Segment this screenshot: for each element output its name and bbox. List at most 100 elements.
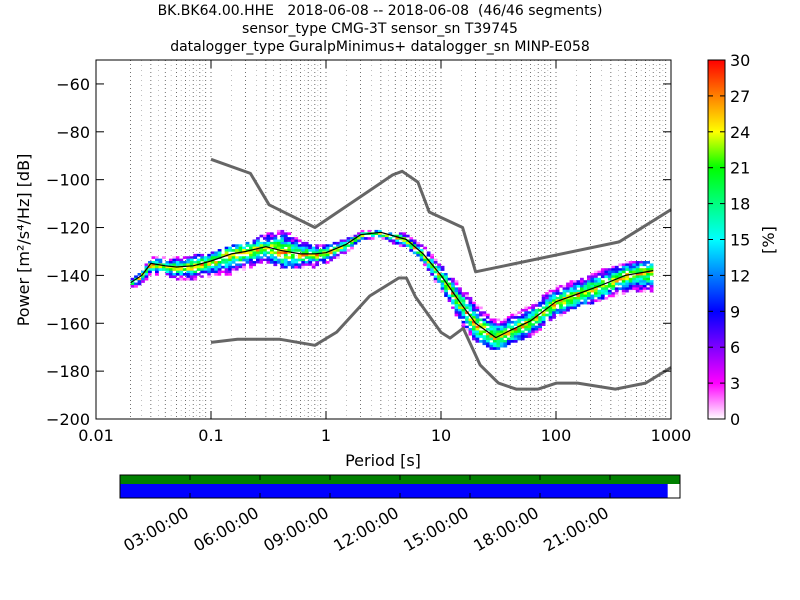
psd-cell <box>221 270 225 274</box>
psd-cell <box>294 249 299 252</box>
psd-cell <box>552 306 556 310</box>
psd-cell <box>600 292 605 295</box>
psd-cell <box>611 294 616 298</box>
psd-cell <box>186 273 191 276</box>
psd-cell <box>276 229 281 233</box>
psd-cell <box>625 280 630 283</box>
psd-cell <box>186 275 191 279</box>
psd-cell <box>370 234 375 238</box>
chart-title-line-2: sensor_type CMG-3T sensor_sn T39745 <box>242 21 518 37</box>
psd-cell <box>214 251 219 255</box>
psd-cell <box>207 258 212 262</box>
psd-cell <box>632 265 637 269</box>
psd-cell <box>444 284 448 288</box>
psd-cell <box>573 280 577 283</box>
psd-cell <box>586 277 591 281</box>
psd-cell <box>472 308 476 312</box>
psd-cell <box>531 330 536 334</box>
psd-cell <box>573 296 577 300</box>
psd-cell <box>165 265 170 269</box>
psd-cell <box>538 325 543 329</box>
psd-cell <box>604 289 609 293</box>
psd-cell <box>276 251 281 255</box>
psd-cell <box>276 241 281 245</box>
psd-cell <box>597 299 602 303</box>
psd-cell <box>440 282 445 286</box>
psd-cell <box>510 337 515 341</box>
psd-cell <box>148 273 152 276</box>
nlnm-line <box>210 276 672 391</box>
psd-cell <box>231 258 236 262</box>
psd-cell <box>604 287 609 291</box>
psd-cell <box>451 306 455 310</box>
psd-cell <box>409 239 414 243</box>
psd-cell <box>614 270 619 274</box>
psd-cell <box>304 241 309 245</box>
psd-cell <box>266 258 271 262</box>
psd-cell <box>468 318 473 322</box>
psd-cell <box>604 268 609 271</box>
psd-cell <box>141 270 145 274</box>
psd-cell <box>322 256 327 259</box>
psd-cell <box>249 256 253 259</box>
psd-cell <box>513 320 518 324</box>
psd-cell <box>517 316 522 319</box>
psd-cell <box>510 335 515 338</box>
psd-cell <box>263 251 267 255</box>
psd-cell <box>468 323 473 326</box>
psd-cell <box>280 258 285 262</box>
psd-cell <box>524 332 529 336</box>
psd-cell <box>625 261 630 264</box>
psd-cell <box>402 244 407 247</box>
x-tick-label: 0.1 <box>198 426 223 445</box>
psd-cell <box>353 241 358 245</box>
psd-cell <box>388 239 393 243</box>
psd-cell <box>214 270 219 274</box>
psd-cell <box>618 275 623 279</box>
psd-cell <box>639 263 644 267</box>
psd-cell <box>489 316 494 319</box>
psd-cell <box>290 234 295 238</box>
psd-cell <box>280 234 285 238</box>
psd-cell <box>297 239 302 243</box>
psd-cell <box>339 253 344 257</box>
psd-cell <box>430 273 435 276</box>
psd-cell <box>548 318 553 322</box>
psd-cell <box>548 289 553 293</box>
psd-cell <box>555 308 560 312</box>
psd-cell <box>524 306 529 310</box>
psd-cell <box>649 263 654 267</box>
psd-cell <box>607 284 612 288</box>
psd-cell <box>266 244 271 247</box>
psd-cell <box>534 328 539 331</box>
psd-cell <box>203 270 208 274</box>
psd-cell <box>478 323 483 326</box>
psd-cell <box>311 265 316 269</box>
psd-cell <box>137 282 142 286</box>
psd-cell <box>242 256 246 259</box>
psd-cell <box>130 284 135 288</box>
y-tick-label: −180 <box>46 362 90 381</box>
psd-cell <box>573 289 577 293</box>
psd-cell <box>444 275 448 279</box>
psd-cell <box>517 311 522 314</box>
psd-cell <box>458 311 462 314</box>
psd-cell <box>499 325 504 329</box>
psd-cell <box>618 292 623 295</box>
psd-cell <box>214 265 219 269</box>
psd-cell <box>144 275 149 279</box>
psd-cell <box>155 268 159 271</box>
psd-cell <box>593 280 598 283</box>
psd-cell <box>207 270 212 274</box>
psd-cell <box>503 330 508 334</box>
psd-cell <box>252 263 257 267</box>
psd-cell <box>604 296 609 300</box>
psd-cell <box>158 261 163 264</box>
psd-cell <box>263 258 267 262</box>
psd-cell <box>621 277 626 281</box>
psd-cell <box>325 251 330 255</box>
psd-cell <box>465 318 469 322</box>
psd-cell <box>499 337 504 341</box>
psd-cell <box>155 256 159 259</box>
psd-cell <box>357 237 361 240</box>
